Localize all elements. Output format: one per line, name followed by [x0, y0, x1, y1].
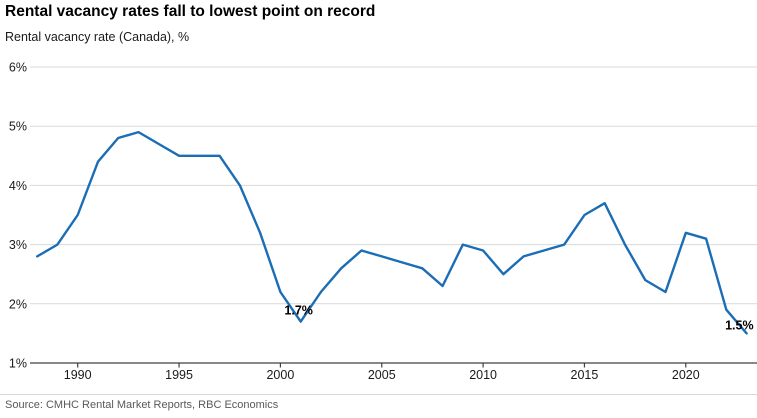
y-axis-label: 2% — [9, 297, 27, 311]
x-axis-label: 2010 — [469, 368, 497, 382]
footer-divider — [0, 394, 757, 395]
data-point-annotation: 1.5% — [725, 318, 754, 332]
vacancy-rate-series-line — [36, 130, 748, 335]
chart-title: Rental vacancy rates fall to lowest poin… — [5, 3, 376, 20]
x-axis-label: 2015 — [571, 368, 599, 382]
x-axis-label: 2005 — [368, 368, 396, 382]
y-axis-label: 3% — [9, 238, 27, 252]
y-axis-label: 6% — [9, 61, 27, 75]
data-point-annotation: 1.7% — [284, 304, 313, 318]
source-note: Source: CMHC Rental Market Reports, RBC … — [5, 399, 279, 411]
x-axis-label: 1995 — [165, 368, 193, 382]
x-axis-label: 2000 — [266, 368, 294, 382]
y-axis-label: 4% — [9, 179, 27, 193]
x-axis-label: 1990 — [64, 368, 92, 382]
x-axis-label: 2020 — [672, 368, 700, 382]
y-axis-label: 5% — [9, 120, 27, 134]
y-axis-label: 1% — [9, 357, 27, 371]
chart-subtitle: Rental vacancy rate (Canada), % — [5, 30, 190, 44]
